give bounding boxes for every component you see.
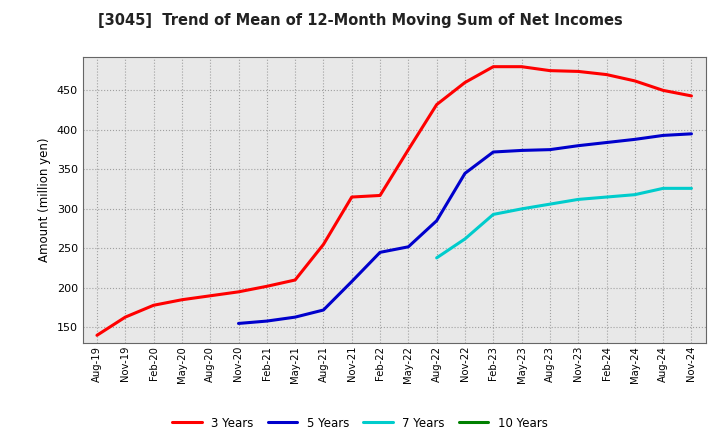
Text: [3045]  Trend of Mean of 12-Month Moving Sum of Net Incomes: [3045] Trend of Mean of 12-Month Moving … <box>98 13 622 28</box>
5 Years <box>376 250 384 255</box>
5 Years <box>432 218 441 224</box>
3 Years <box>517 64 526 70</box>
3 Years <box>461 80 469 85</box>
5 Years <box>517 148 526 153</box>
7 Years <box>517 206 526 212</box>
5 Years <box>348 279 356 284</box>
3 Years <box>376 193 384 198</box>
Line: 5 Years: 5 Years <box>238 134 691 323</box>
5 Years <box>574 143 582 148</box>
7 Years <box>687 186 696 191</box>
3 Years <box>348 194 356 200</box>
3 Years <box>291 277 300 282</box>
5 Years <box>489 149 498 154</box>
3 Years <box>149 303 158 308</box>
Legend: 3 Years, 5 Years, 7 Years, 10 Years: 3 Years, 5 Years, 7 Years, 10 Years <box>172 417 548 430</box>
3 Years <box>574 69 582 74</box>
3 Years <box>432 102 441 107</box>
3 Years <box>546 68 554 73</box>
7 Years <box>432 255 441 260</box>
5 Years <box>687 131 696 136</box>
Y-axis label: Amount (million yen): Amount (million yen) <box>38 138 51 262</box>
5 Years <box>461 171 469 176</box>
5 Years <box>319 308 328 313</box>
5 Years <box>659 133 667 138</box>
5 Years <box>602 140 611 145</box>
5 Years <box>546 147 554 152</box>
3 Years <box>659 88 667 93</box>
5 Years <box>404 244 413 249</box>
7 Years <box>489 212 498 217</box>
5 Years <box>291 315 300 320</box>
5 Years <box>234 321 243 326</box>
3 Years <box>404 147 413 152</box>
3 Years <box>687 93 696 99</box>
3 Years <box>263 284 271 289</box>
3 Years <box>121 315 130 320</box>
7 Years <box>461 236 469 242</box>
3 Years <box>178 297 186 302</box>
3 Years <box>489 64 498 70</box>
3 Years <box>234 289 243 294</box>
3 Years <box>631 78 639 84</box>
7 Years <box>602 194 611 200</box>
3 Years <box>319 242 328 247</box>
7 Years <box>631 192 639 197</box>
7 Years <box>546 202 554 207</box>
5 Years <box>263 319 271 324</box>
7 Years <box>659 186 667 191</box>
Line: 3 Years: 3 Years <box>97 67 691 335</box>
7 Years <box>574 197 582 202</box>
3 Years <box>602 72 611 77</box>
3 Years <box>93 333 102 338</box>
5 Years <box>631 137 639 142</box>
3 Years <box>206 293 215 298</box>
Line: 7 Years: 7 Years <box>436 188 691 258</box>
